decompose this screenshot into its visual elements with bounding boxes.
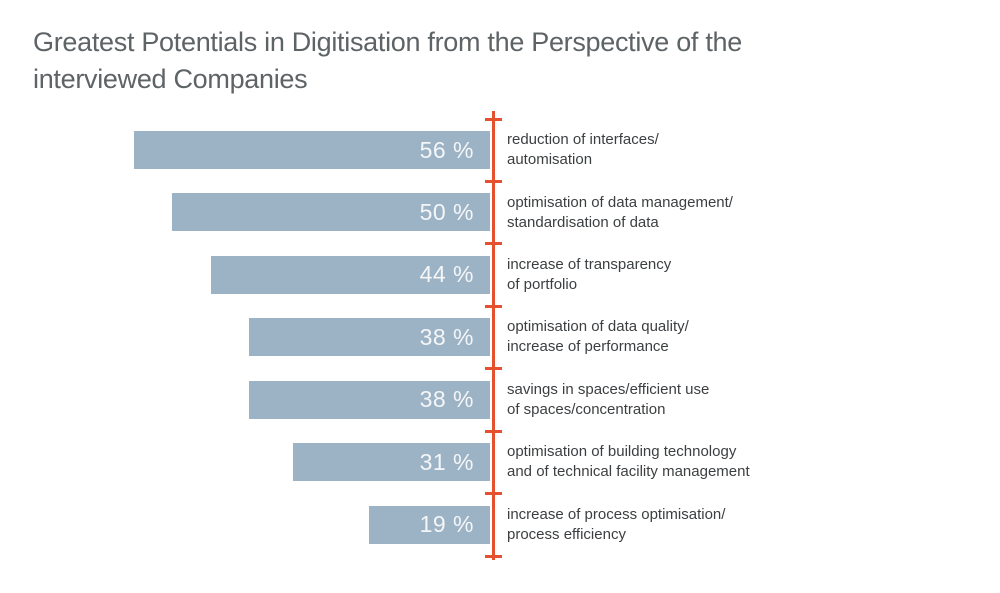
chart-title-line-2: interviewed Companies — [33, 64, 308, 94]
axis-tick — [485, 429, 502, 433]
chart-row: 31 % optimisation of building technology… — [0, 431, 1000, 493]
category-label-line-1: increase of process optimisation/ — [507, 505, 726, 523]
axis-tick — [485, 242, 502, 246]
category-label: increase of process optimisation/ proces… — [507, 505, 725, 545]
axis-tick — [485, 304, 502, 308]
chart-row: 19 % increase of process optimisation/ p… — [0, 494, 1000, 556]
category-label-line-2: process efficiency — [507, 525, 626, 543]
chart-row: 38 % optimisation of data quality/ incre… — [0, 306, 1000, 368]
chart-row: 50 % optimisation of data management/ st… — [0, 181, 1000, 243]
axis-tick — [485, 367, 502, 371]
value-axis-line — [492, 111, 495, 560]
bar: 19 % — [369, 505, 490, 544]
axis-tick — [485, 179, 502, 183]
category-label-line-2: standardisation of data — [507, 213, 659, 231]
category-label-line-2: increase of performance — [507, 338, 669, 356]
bar: 31 % — [293, 443, 490, 482]
category-label: increase of transparency of portfolio — [507, 255, 671, 295]
category-label: savings in spaces/efficient use of space… — [507, 380, 709, 420]
axis-tick — [485, 117, 502, 121]
category-label-line-1: reduction of interfaces/ — [507, 131, 659, 149]
category-label-line-2: of spaces/concentration — [507, 400, 666, 418]
category-label-line-1: savings in spaces/efficient use — [507, 380, 710, 398]
bar: 50 % — [172, 193, 490, 232]
bar-value-label: 38 % — [419, 386, 474, 413]
bar: 56 % — [134, 131, 490, 169]
category-label: optimisation of building technology and … — [507, 442, 750, 482]
chart-row: 38 % savings in spaces/efficient use of … — [0, 369, 1000, 431]
category-label: reduction of interfaces/ automisation — [507, 130, 659, 170]
category-label-line-1: optimisation of data quality/ — [507, 318, 689, 336]
category-label-line-1: increase of transparency — [507, 256, 672, 274]
bar-value-label: 19 % — [419, 511, 474, 538]
category-label-line-1: optimisation of data management/ — [507, 193, 733, 211]
chart-title: Greatest Potentials in Digitisation from… — [33, 24, 742, 98]
category-label-line-1: optimisation of building technology — [507, 443, 737, 461]
bar-value-label: 31 % — [419, 448, 474, 475]
bar-value-label: 50 % — [419, 198, 474, 225]
bar: 38 % — [249, 380, 490, 419]
category-label: optimisation of data quality/ increase o… — [507, 317, 689, 357]
category-label-line-2: and of technical facility management — [507, 463, 750, 481]
bar: 38 % — [249, 318, 490, 357]
bar-value-label: 44 % — [419, 261, 474, 288]
axis-tick — [485, 554, 502, 558]
axis-tick — [485, 492, 502, 496]
chart-row: 44 % increase of transparency of portfol… — [0, 244, 1000, 306]
chart-title-line-1: Greatest Potentials in Digitisation from… — [33, 27, 742, 57]
bar: 44 % — [211, 255, 490, 294]
category-label-line-2: automisation — [507, 151, 593, 169]
bar-value-label: 38 % — [419, 323, 474, 350]
bar-value-label: 56 % — [419, 136, 474, 163]
category-label: optimisation of data management/ standar… — [507, 193, 733, 233]
category-label-line-2: of portfolio — [507, 276, 578, 294]
chart-row: 56 % reduction of interfaces/ automisati… — [0, 119, 1000, 181]
